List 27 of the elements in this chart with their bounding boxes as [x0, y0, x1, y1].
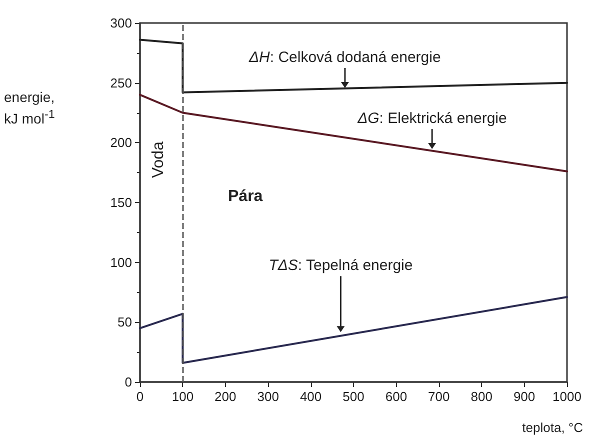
x-tick-label: 100	[172, 389, 194, 404]
x-tick-label: 600	[385, 389, 408, 404]
annotation: TΔS: Tepelná energie	[268, 257, 413, 274]
x-tick-label: 300	[257, 389, 279, 404]
annotation: Pára	[228, 188, 263, 206]
x-tick-label: 1000	[552, 389, 582, 404]
x-tick-label: 500	[342, 389, 364, 404]
annotation: ΔH: Celková dodaná energie	[248, 49, 441, 66]
y-tick-label: 50	[118, 314, 132, 330]
annotation: ΔG: Elektrická energie	[358, 110, 507, 128]
line-series	[139, 296, 568, 364]
line-series	[139, 38, 568, 94]
x-tick-label: 800	[470, 389, 492, 404]
y-tick-label: 300	[110, 16, 132, 30]
x-axis-title: teplota, °C	[522, 420, 583, 435]
y-tick-label: 250	[110, 75, 132, 90]
y-tick-label: 0	[124, 374, 132, 390]
y-tick-label: 100	[110, 254, 132, 270]
x-tick-label: 700	[428, 389, 450, 404]
x-tick-label: 900	[513, 389, 536, 404]
x-tick-label: 0	[136, 389, 144, 404]
y-tick-label: 200	[110, 135, 132, 150]
x-tick-label: 400	[300, 389, 322, 404]
y-tick-label: 150	[110, 195, 132, 210]
y-axis-title: energie, kJ mol$^{-1}$	[4, 88, 55, 128]
annotation: Voda	[150, 142, 168, 178]
x-tick-label: 200	[214, 389, 236, 404]
